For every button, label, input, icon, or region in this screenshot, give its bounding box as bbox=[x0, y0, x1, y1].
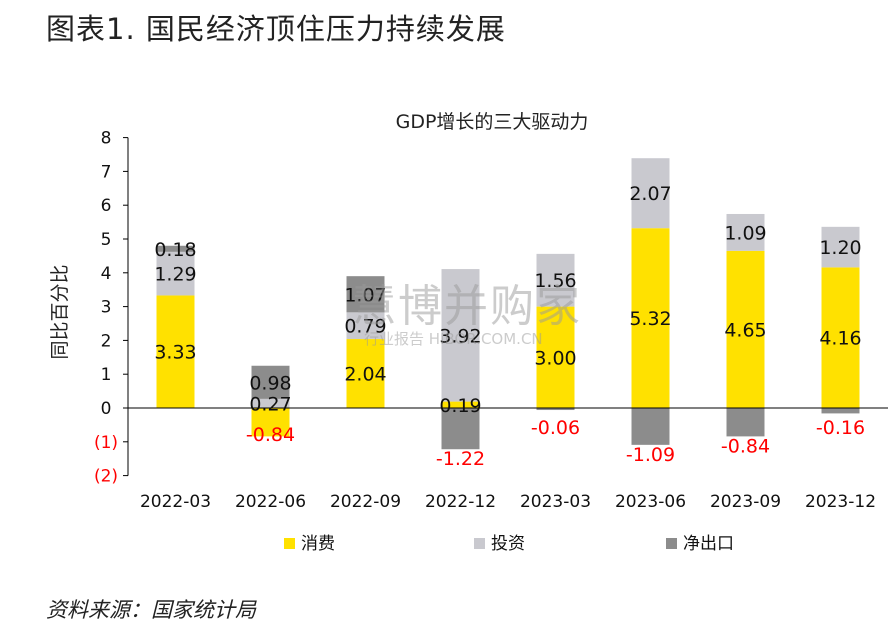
data-label: -0.06 bbox=[531, 417, 580, 439]
y-tick-label: 7 bbox=[101, 162, 112, 182]
bar-investment bbox=[156, 251, 195, 296]
legend-swatch bbox=[666, 538, 677, 549]
bar-investment bbox=[821, 226, 860, 268]
y-tick-label: 2 bbox=[101, 331, 112, 351]
x-tick-label: 2022-12 bbox=[425, 492, 496, 512]
bar-net-export bbox=[441, 408, 480, 450]
y-tick-label: 3 bbox=[101, 298, 112, 318]
data-label: 0.19 bbox=[439, 395, 481, 417]
bar-consumption bbox=[726, 250, 765, 408]
bar-net-export bbox=[631, 408, 670, 445]
page-title: 图表1. 国民经济顶住压力持续发展 bbox=[46, 12, 506, 46]
bar-consumption bbox=[346, 339, 385, 408]
y-tick-label: 4 bbox=[101, 264, 112, 284]
data-label: -1.09 bbox=[626, 444, 675, 466]
legend-label: 净出口 bbox=[683, 534, 734, 554]
bar-net-export bbox=[536, 408, 575, 411]
data-label: 1.29 bbox=[154, 264, 196, 286]
bar-consumption bbox=[251, 408, 290, 437]
data-label: 3.92 bbox=[439, 325, 481, 347]
chart-title: GDP增长的三大驱动力 bbox=[396, 111, 589, 133]
bar-net-export bbox=[251, 365, 290, 399]
bar-net-export bbox=[346, 276, 385, 313]
legend-swatch bbox=[474, 538, 485, 549]
y-tick-label: (1) bbox=[94, 433, 118, 453]
bar-investment bbox=[631, 158, 670, 229]
data-label: 4.65 bbox=[724, 319, 766, 341]
bar-investment bbox=[346, 312, 385, 340]
watermark-logo: 慧博并购家 bbox=[352, 281, 582, 332]
y-tick-label: 1 bbox=[101, 365, 112, 385]
data-label: -0.84 bbox=[721, 435, 770, 457]
data-label: -0.84 bbox=[246, 424, 295, 446]
bar-net-export bbox=[726, 408, 765, 437]
data-label: 0.98 bbox=[249, 372, 291, 394]
data-label: 5.32 bbox=[629, 308, 671, 330]
x-tick-label: 2022-03 bbox=[140, 492, 211, 512]
x-tick-label: 2023-12 bbox=[805, 492, 876, 512]
data-label: 0.79 bbox=[344, 316, 386, 338]
bar-investment bbox=[536, 253, 575, 307]
bar-consumption bbox=[536, 306, 575, 408]
data-label: 0.27 bbox=[249, 393, 291, 415]
source-note: 资料来源：国家统计局 bbox=[46, 598, 256, 622]
data-label: 0.18 bbox=[154, 239, 196, 261]
bar-consumption bbox=[821, 267, 860, 408]
bar-investment bbox=[441, 269, 480, 402]
bar-net-export bbox=[821, 408, 860, 414]
data-label: 3.33 bbox=[154, 342, 196, 364]
data-label: 1.56 bbox=[534, 270, 576, 292]
y-tick-label: 5 bbox=[101, 230, 112, 250]
y-axis-label: 同比百分比 bbox=[49, 264, 71, 359]
bar-investment bbox=[251, 398, 290, 408]
data-label: 2.07 bbox=[629, 183, 671, 205]
bar-consumption bbox=[441, 401, 480, 408]
data-label: 2.04 bbox=[344, 364, 386, 386]
data-label: 1.20 bbox=[819, 237, 861, 259]
data-label: 4.16 bbox=[819, 328, 861, 350]
x-tick-label: 2022-09 bbox=[330, 492, 401, 512]
data-label: 1.09 bbox=[724, 222, 766, 244]
y-tick-label: (2) bbox=[94, 467, 118, 487]
bar-net-export bbox=[156, 245, 195, 252]
bar-consumption bbox=[631, 228, 670, 408]
data-label: 3.00 bbox=[534, 347, 576, 369]
x-tick-label: 2023-06 bbox=[615, 492, 686, 512]
legend-swatch bbox=[284, 538, 295, 549]
data-label: -0.16 bbox=[816, 417, 865, 439]
x-tick-label: 2022-06 bbox=[235, 492, 306, 512]
legend-label: 消费 bbox=[301, 534, 335, 554]
x-tick-label: 2023-03 bbox=[520, 492, 591, 512]
x-tick-label: 2023-09 bbox=[710, 492, 781, 512]
data-label: 1.07 bbox=[344, 284, 386, 306]
watermark-subtext: 行业报告 HIBOR.COM.CN bbox=[364, 330, 543, 348]
y-tick-label: 0 bbox=[101, 399, 112, 419]
bar-investment bbox=[726, 213, 765, 251]
data-label: -1.22 bbox=[436, 448, 485, 470]
legend-label: 投资 bbox=[491, 534, 525, 554]
bar-consumption bbox=[156, 295, 195, 408]
y-tick-label: 6 bbox=[101, 196, 112, 216]
y-tick-label: 8 bbox=[101, 129, 112, 149]
